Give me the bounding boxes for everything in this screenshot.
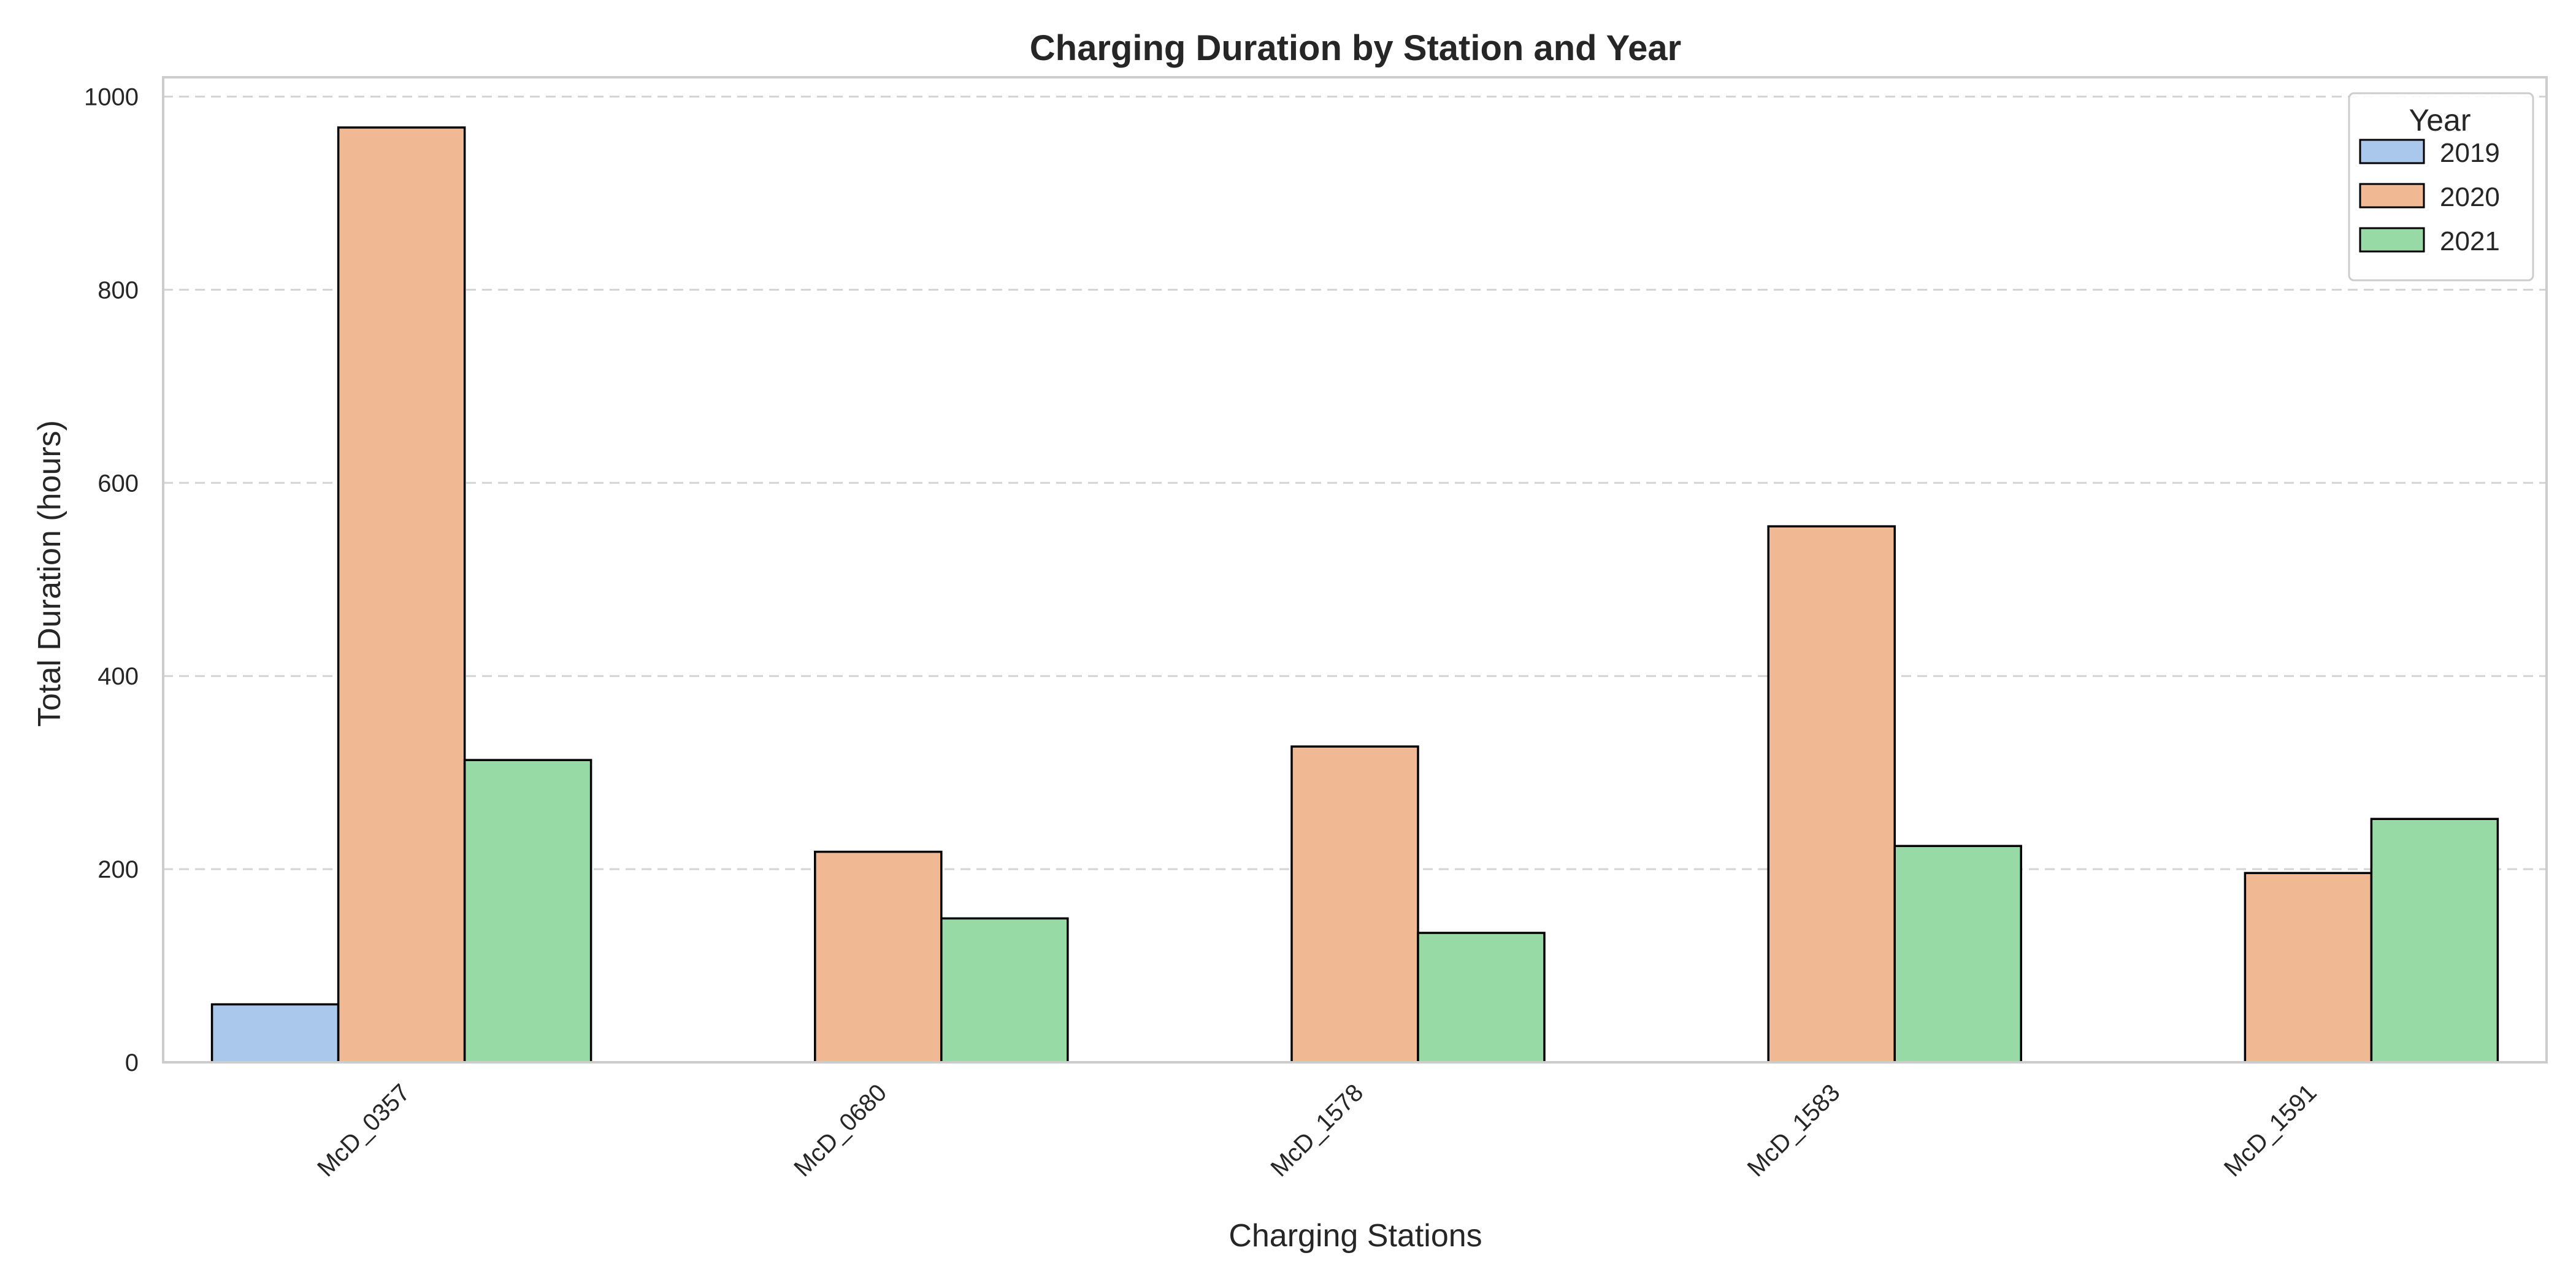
x-tick-label: McD_1583 [1742,1079,1846,1182]
y-tick-label: 600 [98,470,139,497]
bar-McD_1583-2021 [1893,845,2022,1064]
bar-McD_0680-2021 [940,917,1069,1064]
legend-label-2021: 2021 [2440,226,2500,256]
chart-title: Charging Duration by Station and Year [1030,28,1681,68]
y-tick-label: 200 [98,856,139,883]
y-axis-ticks: 0 200 400 600 800 1000 [84,83,139,1076]
x-tick-label: McD_0680 [789,1079,892,1182]
y-axis-label: Total Duration (hours) [32,420,67,727]
bar-McD_0357-2020 [337,126,466,1064]
bar-McD_1591-2020 [2244,872,2373,1064]
bar-McD_1578-2021 [1417,932,1546,1064]
gridlines [163,95,2547,870]
legend-label-2020: 2020 [2440,182,2500,212]
y-tick-label: 400 [98,663,139,690]
bar-McD_0357-2019 [210,1003,340,1064]
bar-McD_1591-2021 [2370,818,2499,1064]
legend-title: Year [2409,103,2471,137]
x-tick-label: McD_1591 [2219,1079,2322,1182]
legend-swatch-2021 [2359,227,2425,253]
bars [210,126,2499,1064]
legend-label-2019: 2019 [2440,138,2500,168]
bar-McD_1583-2020 [1767,525,1896,1064]
legend-swatch-2019 [2359,139,2425,164]
plot-frame [162,76,2548,1064]
legend-swatch-2020 [2359,183,2425,209]
x-axis-label: Charging Stations [1229,1218,1482,1254]
bar-McD_1578-2020 [1290,745,1419,1064]
y-tick-label: 0 [125,1049,139,1076]
y-tick-label: 1000 [84,83,139,110]
x-tick-label: McD_0357 [312,1079,415,1182]
bar-McD_0357-2021 [463,759,592,1064]
x-tick-label: McD_1578 [1265,1079,1368,1182]
x-axis-ticks: McD_0357 McD_0680 McD_1578 McD_1583 McD_1591 [312,1079,2322,1182]
bar-McD_0680-2020 [814,851,943,1064]
y-tick-label: 800 [98,277,139,304]
legend: Year 2019 2020 2021 [2348,92,2534,282]
